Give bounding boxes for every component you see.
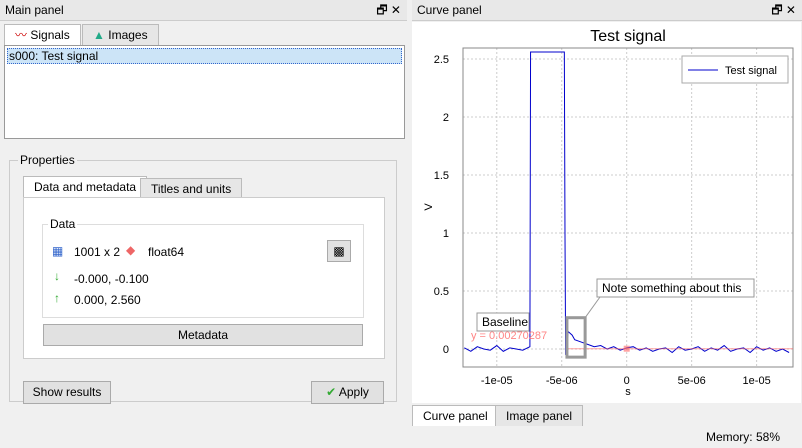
x-tick-label: -1e-05 [481, 375, 513, 387]
tab[interactable]: Image panel [495, 405, 584, 426]
x-tick-label: 0 [624, 375, 630, 387]
y-tick-label: 0 [443, 344, 449, 356]
max-text: 0.000, 2.560 [74, 293, 141, 307]
plot-frame [462, 47, 794, 368]
annotation-label: Baseline [482, 315, 528, 329]
group-title: Data [48, 217, 78, 231]
note-region [565, 316, 587, 359]
legend-label: Test signal [725, 65, 777, 77]
show-results-button[interactable]: Show results [23, 381, 111, 404]
shape-text: 1001 x 2 [74, 245, 121, 259]
y-tick-label: 2 [443, 112, 449, 124]
annotation-label: Note something about this [602, 281, 741, 295]
signal-list: s000: Test signal [4, 45, 405, 139]
apply-button[interactable]: ✔ Apply [311, 381, 384, 404]
tab[interactable]: Titles and units [140, 178, 243, 199]
icon: ↓ [54, 269, 60, 283]
tab-label: Signals [30, 28, 70, 42]
plot-background [412, 22, 801, 403]
y-tick-label: 2.5 [434, 54, 449, 66]
tab-label: Images [108, 28, 148, 42]
tab[interactable]: Curve panel [412, 405, 499, 426]
y-tick-label: 1.5 [434, 170, 449, 182]
group-title: Properties [18, 153, 77, 167]
panel-buttons[interactable]: 🗗 ✕ [376, 3, 401, 17]
icon: ▦ [52, 244, 64, 258]
tab[interactable]: ▲ Images [82, 24, 159, 45]
button-label: Apply [338, 385, 369, 399]
annotation-box [596, 278, 755, 298]
tab[interactable]: Data and metadata [23, 176, 148, 197]
icon: ↑ [54, 291, 60, 305]
annotation-box [476, 312, 530, 332]
note-connector [584, 296, 601, 318]
icon-button[interactable]: ▩ [327, 240, 351, 262]
status-text: Memory: 58% [705, 430, 780, 444]
panel-buttons[interactable]: 🗗 ✕ [771, 3, 796, 17]
properties-group [9, 160, 397, 402]
y-tick-label: 1 [443, 228, 449, 240]
dtype-text: float64 [148, 245, 185, 259]
panel-header: Curve panel 🗗 ✕ [412, 0, 802, 21]
metadata-button[interactable]: Metadata [43, 324, 363, 346]
icon: ◆ [126, 243, 136, 257]
data-group [42, 224, 364, 318]
y-tick-label: 0.5 [434, 286, 449, 298]
x-tick-label: 1e-05 [743, 375, 771, 387]
min-text: -0.000, -0.100 [74, 272, 149, 286]
tab[interactable]: 〰 Signals [4, 24, 81, 45]
annotation-value: y = 0.00270287 [471, 330, 547, 342]
x-tick-label: 5e-06 [678, 375, 706, 387]
x-tick-label: -5e-06 [546, 375, 578, 387]
list-item[interactable]: s000: Test signal [7, 48, 402, 64]
panel-title: Curve panel [417, 3, 482, 17]
y-axis-label: V [423, 203, 435, 211]
chart-title: Test signal [590, 28, 666, 45]
panel-header: Main panel 🗗 ✕ [0, 0, 407, 21]
panel-title: Main panel [5, 3, 64, 17]
baseline-marker [623, 345, 630, 352]
x-axis-label: s [625, 386, 631, 398]
chart: Test signal s V 0 0.5 1 1.5 2 2.5 -1e-05 -5e-06… [412, 22, 801, 403]
